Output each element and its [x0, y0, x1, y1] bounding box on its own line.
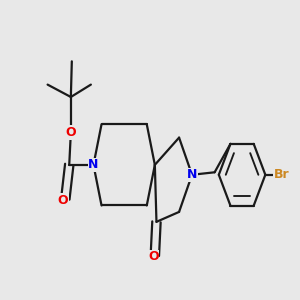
Text: O: O: [58, 194, 68, 206]
Text: Br: Br: [274, 168, 289, 181]
Text: N: N: [88, 158, 99, 171]
Text: N: N: [187, 168, 197, 181]
Text: O: O: [65, 126, 76, 139]
Text: O: O: [148, 250, 158, 263]
